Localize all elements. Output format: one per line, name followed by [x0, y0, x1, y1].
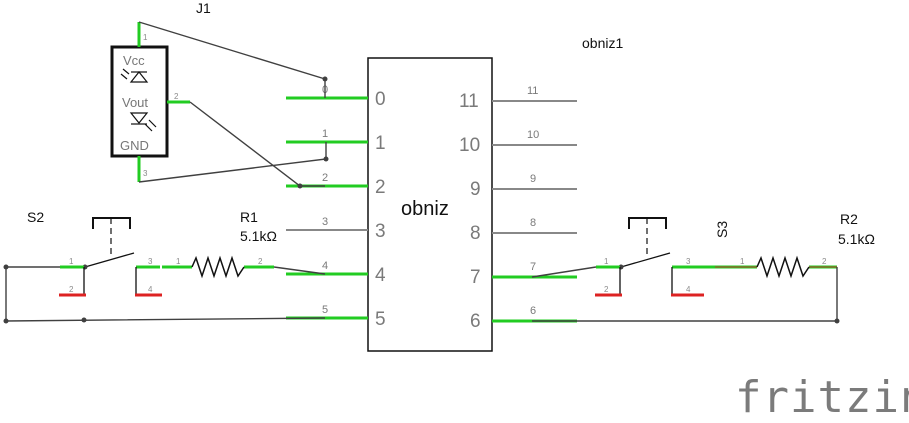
obniz-pin-10-label: 10 — [459, 135, 480, 156]
wire-node — [322, 76, 328, 82]
obniz-pin-2-small: 2 — [322, 172, 328, 184]
obniz-pin-11-small: 11 — [527, 85, 538, 97]
obniz-pin-4-label: 4 — [375, 265, 386, 286]
wire-s2-pin5[interactable] — [5, 266, 326, 322]
s3-pin-2-label: 2 — [604, 285, 609, 294]
wire-node — [81, 317, 87, 323]
s2-ref: S2 — [27, 209, 44, 225]
obniz-pin-5-small: 5 — [322, 304, 328, 316]
resistor-icon — [756, 255, 810, 279]
s2-pin-2-label: 2 — [69, 285, 74, 294]
r2-pin-1-label: 1 — [740, 257, 745, 266]
s3-lever — [620, 252, 671, 268]
s2-part[interactable]: S2 1 2 3 4 — [27, 209, 162, 297]
obniz-pin-0-label: 0 — [375, 89, 386, 110]
j1-vout-label: Vout — [122, 95, 148, 110]
wire-node — [3, 318, 9, 324]
obniz-pin-8-small: 8 — [530, 217, 536, 229]
obniz-pin-1-small: 1 — [322, 128, 328, 140]
r1-part[interactable]: R1 5.1kΩ 1 2 — [162, 209, 277, 279]
wire-r1-pin4[interactable] — [273, 266, 326, 275]
wire-node — [323, 156, 329, 162]
obniz-pin-4-small: 4 — [322, 260, 328, 272]
obniz-pin-10-small: 10 — [527, 129, 539, 141]
s2-lever — [84, 252, 135, 268]
led-icon — [129, 112, 157, 132]
s3-pin-3-label: 3 — [686, 257, 691, 266]
j1-pin-3-label: 3 — [143, 169, 148, 178]
fritzing-logo: fritzing — [735, 372, 909, 423]
j1-vcc-label: Vcc — [123, 53, 145, 68]
obniz-pin-9-label: 9 — [470, 179, 481, 200]
obniz-pin-9-small: 9 — [530, 173, 536, 185]
r2-value: 5.1kΩ — [838, 231, 875, 247]
obniz-body — [367, 57, 493, 352]
r1-pin-1-label: 1 — [176, 257, 181, 266]
resistor-icon — [191, 255, 245, 279]
r1-value: 5.1kΩ — [240, 228, 277, 244]
obniz-pin-6-label: 6 — [470, 311, 481, 332]
s3-part[interactable]: S3 1 2 3 4 — [595, 217, 730, 297]
s2-pin-4-label: 4 — [148, 285, 153, 294]
obniz-pin-6-small: 6 — [530, 305, 536, 317]
obniz-pin-7-label: 7 — [470, 267, 481, 288]
s2-pin-3-label: 3 — [148, 257, 153, 266]
j1-part[interactable]: J1 1 2 3 Vcc Vout GND — [110, 0, 211, 182]
r2-ref: R2 — [840, 211, 858, 227]
s3-ref: S3 — [714, 221, 730, 238]
j1-gnd-label: GND — [120, 138, 149, 153]
wire-node — [297, 183, 303, 189]
obniz-pin-1-label: 1 — [375, 133, 386, 154]
obniz-ref: obniz1 — [582, 35, 623, 51]
obniz-pin-5-label: 5 — [375, 309, 386, 330]
obniz-label: obniz — [401, 198, 449, 220]
j1-pin-2-label: 2 — [174, 92, 179, 101]
obniz-pin-8-label: 8 — [470, 223, 481, 244]
obniz-left-pins: 0 1 2 3 4 5 0 1 2 3 4 5 — [286, 84, 386, 330]
j1-body — [110, 45, 169, 158]
s2-pin-1-label: 1 — [69, 257, 74, 266]
j1-ref: J1 — [196, 0, 211, 16]
wires — [3, 21, 840, 324]
r1-ref: R1 — [240, 209, 258, 225]
obniz-pin-7-small: 7 — [530, 261, 536, 273]
r2-pin-2-label: 2 — [822, 257, 827, 266]
r2-part[interactable]: R2 5.1kΩ 1 2 — [704, 211, 875, 279]
r1-pin-2-label: 2 — [258, 257, 263, 266]
obniz-pin-2-label: 2 — [375, 177, 386, 198]
wire-node — [834, 318, 840, 324]
photodiode-icon — [120, 68, 149, 83]
obniz-pin-11-label: 11 — [459, 91, 479, 112]
wire-node — [3, 264, 9, 270]
s3-pin-1-label: 1 — [604, 257, 609, 266]
obniz-pin-3-label: 3 — [375, 221, 386, 242]
obniz-pin-3-small: 3 — [322, 216, 328, 228]
obniz-part[interactable]: obniz obniz1 0 1 2 3 4 5 0 1 2 3 4 5 — [286, 35, 623, 352]
j1-pin-1-label: 1 — [143, 33, 148, 42]
s3-pin-4-label: 4 — [686, 285, 691, 294]
wire-pin7-s3[interactable] — [531, 266, 597, 278]
